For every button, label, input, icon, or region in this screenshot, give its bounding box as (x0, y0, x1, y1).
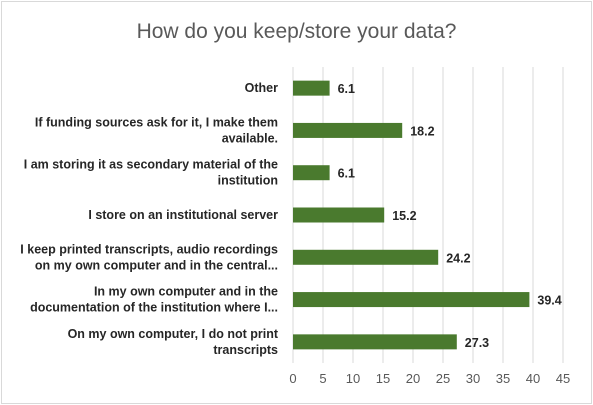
bar (293, 122, 403, 138)
x-tick-label: 20 (406, 371, 420, 386)
x-tick-label: 25 (436, 371, 450, 386)
category-label: On my own computer, I do not print transc… (68, 327, 279, 357)
x-tick-label: 15 (376, 371, 390, 386)
bar (293, 292, 530, 308)
category-label: In my own computer and in the documentati… (30, 285, 278, 315)
category-label: Other (245, 81, 278, 95)
category-label: If funding sources ask for it, I make th… (35, 115, 278, 145)
x-tick-label: 10 (346, 371, 360, 386)
bar (293, 207, 385, 223)
x-tick-label: 30 (466, 371, 480, 386)
bar (293, 165, 330, 181)
category-label: I keep printed transcripts, audio record… (20, 242, 278, 272)
bar (293, 249, 439, 265)
x-tick-label: 5 (319, 371, 326, 386)
data-label: 18.2 (410, 124, 434, 138)
bar (293, 334, 457, 350)
chart-title: How do you keep/store your data? (136, 20, 457, 43)
data-label: 6.1 (338, 167, 355, 181)
category-label: I store on an institutional server (88, 208, 278, 222)
data-label: 27.3 (465, 336, 489, 350)
category-label: I am storing it as secondary material of… (24, 158, 278, 188)
x-tick-label: 35 (496, 371, 510, 386)
data-label: 39.4 (537, 294, 561, 308)
bar (293, 80, 330, 96)
x-tick-label: 40 (526, 371, 540, 386)
x-tick-label: 0 (289, 371, 296, 386)
x-tick-label: 45 (556, 371, 570, 386)
data-label: 15.2 (392, 209, 416, 223)
data-label: 6.1 (338, 82, 355, 96)
data-label: 24.2 (446, 251, 470, 265)
